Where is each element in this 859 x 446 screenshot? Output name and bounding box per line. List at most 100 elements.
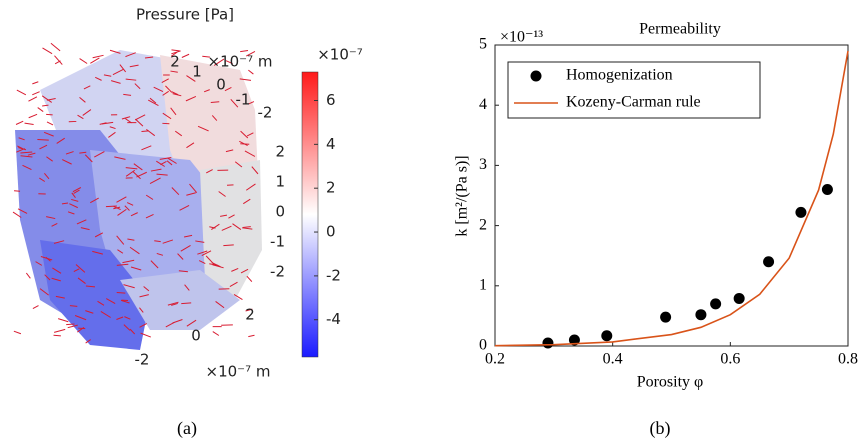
y-tick-label: 5 <box>479 36 487 53</box>
arrow <box>69 203 78 209</box>
arrow <box>32 81 39 85</box>
arrow <box>32 91 40 96</box>
arrow <box>28 96 38 102</box>
axis-tick-label: -1 <box>236 91 251 109</box>
x-tick-label: 0.8 <box>838 351 858 368</box>
arrow <box>245 308 253 312</box>
caption: (a) <box>177 418 197 439</box>
arrow <box>211 115 218 121</box>
arrow <box>105 205 117 208</box>
arrow <box>108 131 116 138</box>
arrow <box>147 99 159 106</box>
y-tick-label: 3 <box>479 156 487 173</box>
volume-render <box>15 50 262 350</box>
axis-tick-label: 0 <box>275 203 285 221</box>
arrow <box>124 316 131 320</box>
arrow <box>225 149 234 153</box>
arrow <box>224 87 232 92</box>
arrow <box>234 161 243 168</box>
axis-tick-label: -1 <box>270 233 285 251</box>
colorbar <box>301 71 319 358</box>
arrow <box>54 328 66 333</box>
arrow <box>66 323 75 326</box>
arrow <box>150 168 162 172</box>
arrow <box>72 187 82 193</box>
arrow <box>162 90 169 96</box>
panel-a: Pressure [Pa] ×10⁻⁷ m ×10⁻⁷ m ×10⁻⁷ 6 4 2 0… <box>12 6 363 381</box>
arrow <box>232 223 242 230</box>
arrow <box>239 140 248 146</box>
arrow <box>171 302 178 306</box>
arrow <box>156 173 168 176</box>
arrow <box>53 240 65 244</box>
arrow <box>215 301 225 309</box>
arrow <box>77 114 84 120</box>
arrow <box>156 252 164 256</box>
arrow <box>71 192 76 199</box>
arrow <box>233 293 243 300</box>
arrow <box>133 163 143 171</box>
arrow <box>246 275 253 282</box>
arrow <box>230 99 239 108</box>
arrow <box>125 169 136 177</box>
arrow <box>251 166 259 175</box>
arrow <box>186 142 195 149</box>
data-point <box>660 311 672 323</box>
surface <box>40 240 150 350</box>
arrow <box>116 196 127 203</box>
arrow <box>246 51 256 57</box>
arrow <box>39 177 46 182</box>
arrow <box>92 250 103 255</box>
arrow <box>28 113 38 119</box>
arrow <box>116 263 129 266</box>
arrow <box>17 208 28 214</box>
arrow <box>245 183 256 191</box>
arrow <box>171 91 179 96</box>
arrow <box>177 253 184 260</box>
arrow <box>46 113 53 116</box>
arrow <box>90 57 100 64</box>
y-tick-label: 4 <box>479 96 487 113</box>
arrow <box>171 50 181 55</box>
caption: (b) <box>650 418 671 439</box>
arrow <box>73 268 80 272</box>
arrow <box>16 89 27 96</box>
colorbar-tick-label: -4 <box>326 310 341 328</box>
arrow <box>144 56 154 59</box>
arrow <box>197 125 209 132</box>
arrow <box>125 118 132 124</box>
arrow <box>205 169 213 174</box>
curve <box>494 50 849 347</box>
arrow <box>174 130 183 137</box>
arrow <box>202 55 211 58</box>
arrow <box>240 50 249 53</box>
arrow <box>149 177 161 184</box>
arrow <box>139 294 149 298</box>
arrow <box>43 131 54 137</box>
arrow <box>121 116 131 120</box>
data-point <box>763 256 775 268</box>
arrow <box>83 85 91 90</box>
arrow <box>186 75 196 82</box>
arrow <box>165 321 175 328</box>
arrow <box>211 223 220 230</box>
axes-frame <box>494 44 849 347</box>
data-point <box>568 334 580 346</box>
data-point <box>821 183 833 195</box>
arrow <box>179 205 190 211</box>
arrow <box>139 323 147 328</box>
arrow <box>198 260 206 265</box>
arrow <box>201 250 212 257</box>
axis-tick-label: 0 <box>191 327 201 345</box>
x-tick-label: 0.2 <box>485 351 505 368</box>
legend-box <box>507 61 761 119</box>
arrow <box>46 216 56 220</box>
arrow <box>13 330 22 335</box>
arrow <box>162 112 172 120</box>
arrow <box>42 104 49 107</box>
arrow <box>143 286 150 292</box>
arrow <box>40 256 53 261</box>
arrow <box>79 58 88 64</box>
arrow <box>228 214 235 219</box>
